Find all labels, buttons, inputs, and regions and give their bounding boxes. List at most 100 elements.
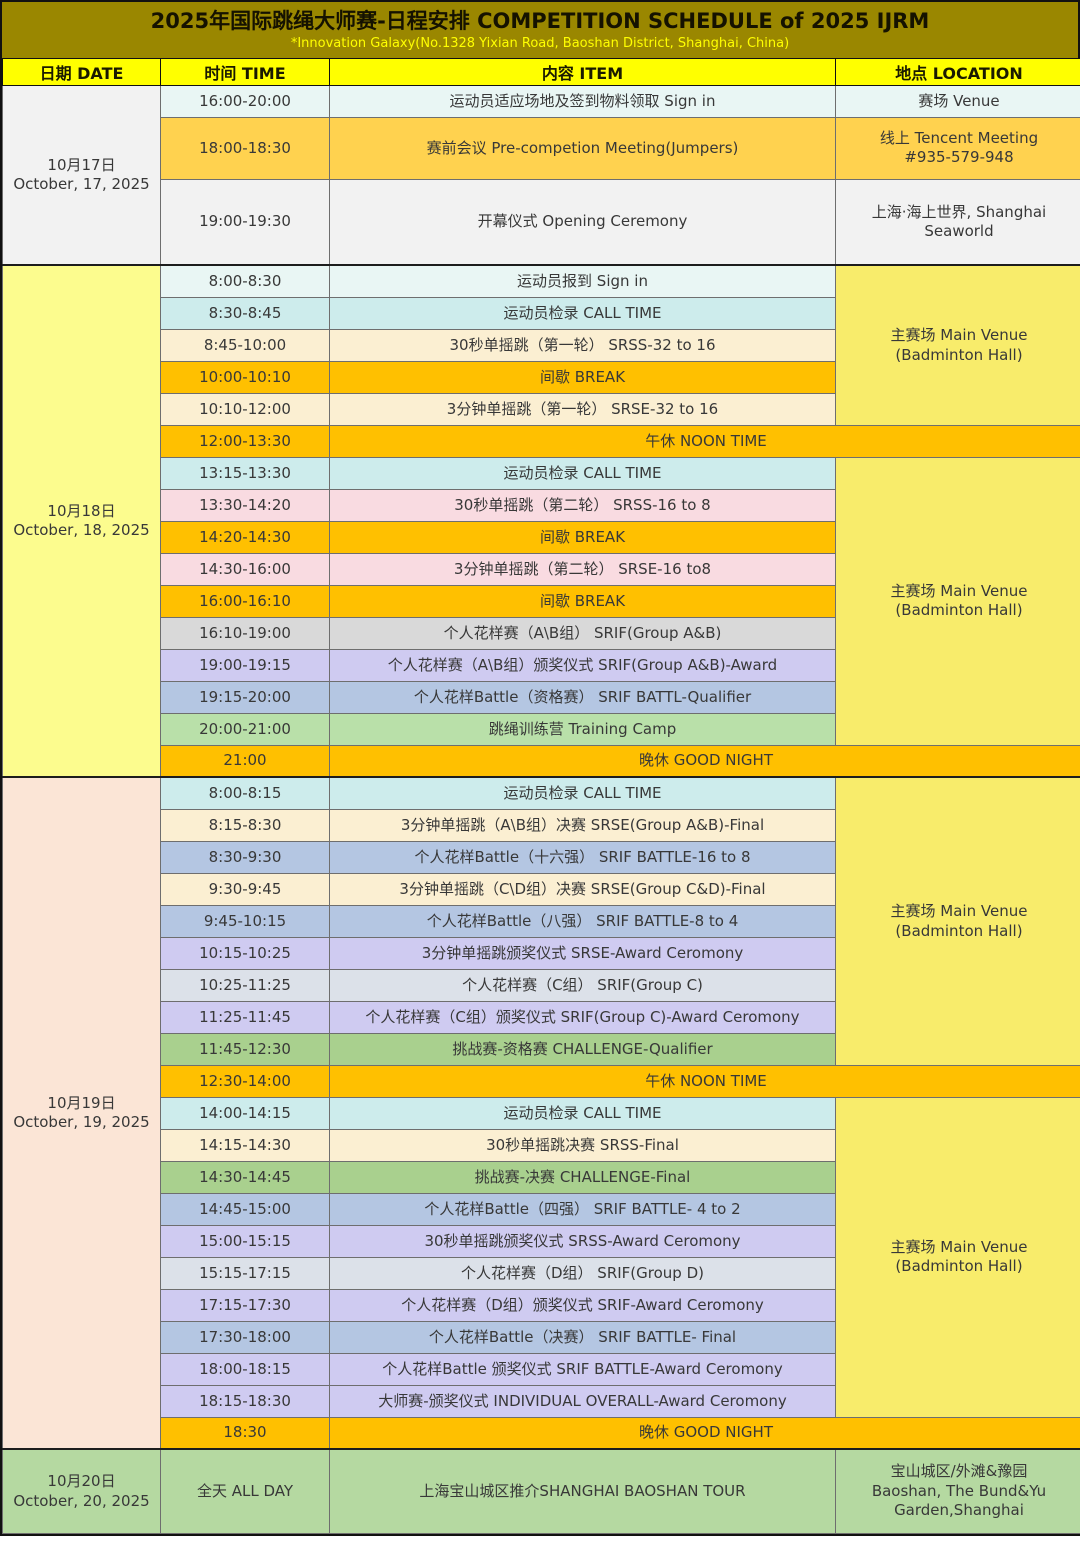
time-cell: 8:00-8:15 — [160, 776, 330, 810]
time-cell: 19:00-19:30 — [160, 178, 330, 266]
schedule-row: 9:45-10:15 个人花样Battle（八强） SRIF BATTLE-8 … — [3, 904, 1080, 938]
time-cell: 8:45-10:00 — [160, 328, 330, 362]
item-cell: 运动员报到 Sign in — [329, 264, 836, 298]
item-cell: 间歇 BREAK — [329, 360, 836, 394]
time-cell: 15:00-15:15 — [160, 1224, 330, 1258]
schedule-row: 13:30-14:20 30秒单摇跳（第二轮） SRSS-16 to 8 — [3, 488, 1080, 522]
item-cell: 午休 NOON TIME — [329, 1064, 1080, 1098]
time-cell: 16:10-19:00 — [160, 616, 330, 650]
date-en: October, 20, 2025 — [13, 1491, 150, 1510]
item-cell: 开幕仪式 Opening Ceremony — [329, 178, 836, 266]
date-cn: 10月20日 — [47, 1472, 116, 1491]
schedule-row: 10月17日 October, 17, 2025 16:00-20:00 运动员… — [2, 84, 1080, 266]
schedule-row: 18:00-18:30 赛前会议 Pre-competion Meeting(J… — [3, 116, 1080, 180]
item-cell: 间歇 BREAK — [329, 584, 836, 618]
item-cell: 运动员检录 CALL TIME — [329, 776, 836, 810]
schedule-row: 16:00-16:10 间歇 BREAK — [3, 584, 1080, 618]
schedule-row: 12:00-13:30 午休 NOON TIME — [3, 424, 1080, 458]
time-cell: 17:15-17:30 — [160, 1288, 330, 1322]
item-cell: 间歇 BREAK — [329, 520, 836, 554]
time-cell: 8:15-8:30 — [160, 808, 330, 842]
item-cell: 个人花样赛（D组） SRIF(Group D) — [329, 1256, 836, 1290]
schedule-row: 10:10-12:00 3分钟单摇跳（第一轮） SRSE-32 to 16 — [3, 392, 1080, 426]
time-cell: 8:30-8:45 — [160, 296, 330, 330]
item-cell: 挑战赛-决赛 CHALLENGE-Final — [329, 1160, 836, 1194]
time-cell: 18:30 — [160, 1416, 330, 1450]
schedule-row: 9:30-9:45 3分钟单摇跳（C\D组）决赛 SRSE(Group C&D)… — [3, 872, 1080, 906]
item-cell: 个人花样Battle（资格赛） SRIF BATTL-Qualifier — [329, 680, 836, 714]
schedule-row: 11:25-11:45 个人花样赛（C组）颁奖仪式 SRIF(Group C)-… — [3, 1000, 1080, 1034]
item-cell: 个人花样Battle（八强） SRIF BATTLE-8 to 4 — [329, 904, 836, 938]
schedule-row: 8:45-10:00 30秒单摇跳（第一轮） SRSS-32 to 16 — [3, 328, 1080, 362]
time-cell: 13:15-13:30 — [160, 456, 330, 490]
item-cell: 个人花样赛（A\B组） SRIF(Group A&B) — [329, 616, 836, 650]
schedule-row: 10:00-10:10 间歇 BREAK — [3, 360, 1080, 394]
location-cell: 上海·海上世界, Shanghai Seaworld — [835, 178, 1080, 266]
date-cell: 10月18日 October, 18, 2025 — [2, 264, 161, 778]
schedule-row: 19:00-19:15 个人花样赛（A\B组）颁奖仪式 SRIF(Group A… — [3, 648, 1080, 682]
item-cell: 个人花样Battle（决赛） SRIF BATTLE- Final — [329, 1320, 836, 1354]
location-cell: 赛场 Venue — [835, 84, 1080, 118]
item-cell: 3分钟单摇跳颁奖仪式 SRSE-Award Ceromony — [329, 936, 836, 970]
schedule-row: 14:45-15:00 个人花样Battle（四强） SRIF BATTLE- … — [3, 1192, 1080, 1226]
time-cell: 15:15-17:15 — [160, 1256, 330, 1290]
schedule-row: 13:15-13:30 运动员检录 CALL TIME 主赛场 Main Ven… — [3, 456, 1080, 746]
item-cell: 个人花样赛（C组）颁奖仪式 SRIF(Group C)-Award Ceromo… — [329, 1000, 836, 1034]
item-cell: 上海宝山城区推介SHANGHAI BAOSHAN TOUR — [329, 1448, 836, 1534]
date-cn: 10月18日 — [47, 501, 116, 520]
time-cell: 10:15-10:25 — [160, 936, 330, 970]
time-cell: 8:30-9:30 — [160, 840, 330, 874]
schedule-row: 17:30-18:00 个人花样Battle（决赛） SRIF BATTLE- … — [3, 1320, 1080, 1354]
time-cell: 21:00 — [160, 744, 330, 778]
location-cell: 线上 Tencent Meeting #935-579-948 — [835, 116, 1080, 180]
item-cell: 跳绳训练营 Training Camp — [329, 712, 836, 746]
item-cell: 个人花样Battle 颁奖仪式 SRIF BATTLE-Award Ceromo… — [329, 1352, 836, 1386]
time-cell: 18:00-18:15 — [160, 1352, 330, 1386]
item-cell: 个人花样Battle（四强） SRIF BATTLE- 4 to 2 — [329, 1192, 836, 1226]
item-cell: 赛前会议 Pre-competion Meeting(Jumpers) — [329, 116, 836, 180]
time-cell: 12:00-13:30 — [160, 424, 330, 458]
time-cell: 16:00-16:10 — [160, 584, 330, 618]
time-cell: 19:00-19:15 — [160, 648, 330, 682]
time-cell: 14:15-14:30 — [160, 1128, 330, 1162]
item-cell: 30秒单摇跳决赛 SRSS-Final — [329, 1128, 836, 1162]
location-cell: 宝山城区/外滩&豫园 Baoshan, The Bund&Yu Garden,S… — [835, 1448, 1080, 1534]
time-cell: 全天 ALL DAY — [160, 1448, 330, 1534]
date-en: October, 19, 2025 — [13, 1113, 150, 1132]
item-cell: 午休 NOON TIME — [329, 424, 1080, 458]
time-cell: 18:15-18:30 — [160, 1384, 330, 1418]
date-cn: 10月17日 — [47, 155, 116, 174]
item-cell: 3分钟单摇跳（第二轮） SRSE-16 to8 — [329, 552, 836, 586]
item-cell: 3分钟单摇跳（C\D组）决赛 SRSE(Group C&D)-Final — [329, 872, 836, 906]
column-header-date: 日期 DATE — [2, 57, 161, 86]
time-cell: 19:15-20:00 — [160, 680, 330, 714]
time-cell: 17:30-18:00 — [160, 1320, 330, 1354]
location-cell: 主赛场 Main Venue (Badminton Hall) — [835, 776, 1080, 1066]
item-cell: 30秒单摇跳颁奖仪式 SRSS-Award Ceromony — [329, 1224, 836, 1258]
title-bar: 2025年国际跳绳大师赛-日程安排 COMPETITION SCHEDULE o… — [2, 2, 1078, 58]
schedule-row: 14:20-14:30 间歇 BREAK — [3, 520, 1080, 554]
time-cell: 18:00-18:30 — [160, 116, 330, 180]
time-cell: 14:20-14:30 — [160, 520, 330, 554]
item-cell: 30秒单摇跳（第一轮） SRSS-32 to 16 — [329, 328, 836, 362]
schedule-row: 15:00-15:15 30秒单摇跳颁奖仪式 SRSS-Award Ceromo… — [3, 1224, 1080, 1258]
column-header-row: 日期 DATE 时间 TIME 内容 ITEM 地点 LOCATION — [2, 57, 1080, 86]
item-cell: 个人花样赛（D组）颁奖仪式 SRIF-Award Ceromony — [329, 1288, 836, 1322]
time-cell: 11:25-11:45 — [160, 1000, 330, 1034]
schedule-row: 8:15-8:30 3分钟单摇跳（A\B组）决赛 SRSE(Group A&B)… — [3, 808, 1080, 842]
date-cell: 10月19日 October, 19, 2025 — [2, 776, 161, 1450]
time-cell: 8:00-8:30 — [160, 264, 330, 298]
item-cell: 晚休 GOOD NIGHT — [329, 1416, 1080, 1450]
schedule-row: 10月20日 October, 20, 2025 全天 ALL DAY 上海宝山… — [2, 1448, 1080, 1534]
date-en: October, 18, 2025 — [13, 521, 150, 540]
date-cell: 10月17日 October, 17, 2025 — [2, 84, 161, 266]
schedule-row: 16:10-19:00 个人花样赛（A\B组） SRIF(Group A&B) — [3, 616, 1080, 650]
item-cell: 晚休 GOOD NIGHT — [329, 744, 1080, 778]
schedule-row: 20:00-21:00 跳绳训练营 Training Camp — [3, 712, 1080, 746]
location-cell: 主赛场 Main Venue (Badminton Hall) — [835, 456, 1080, 746]
schedule-row: 18:30 晚休 GOOD NIGHT — [3, 1416, 1080, 1450]
time-cell: 9:30-9:45 — [160, 872, 330, 906]
schedule-row: 12:30-14:00 午休 NOON TIME — [3, 1064, 1080, 1098]
time-cell: 14:30-14:45 — [160, 1160, 330, 1194]
